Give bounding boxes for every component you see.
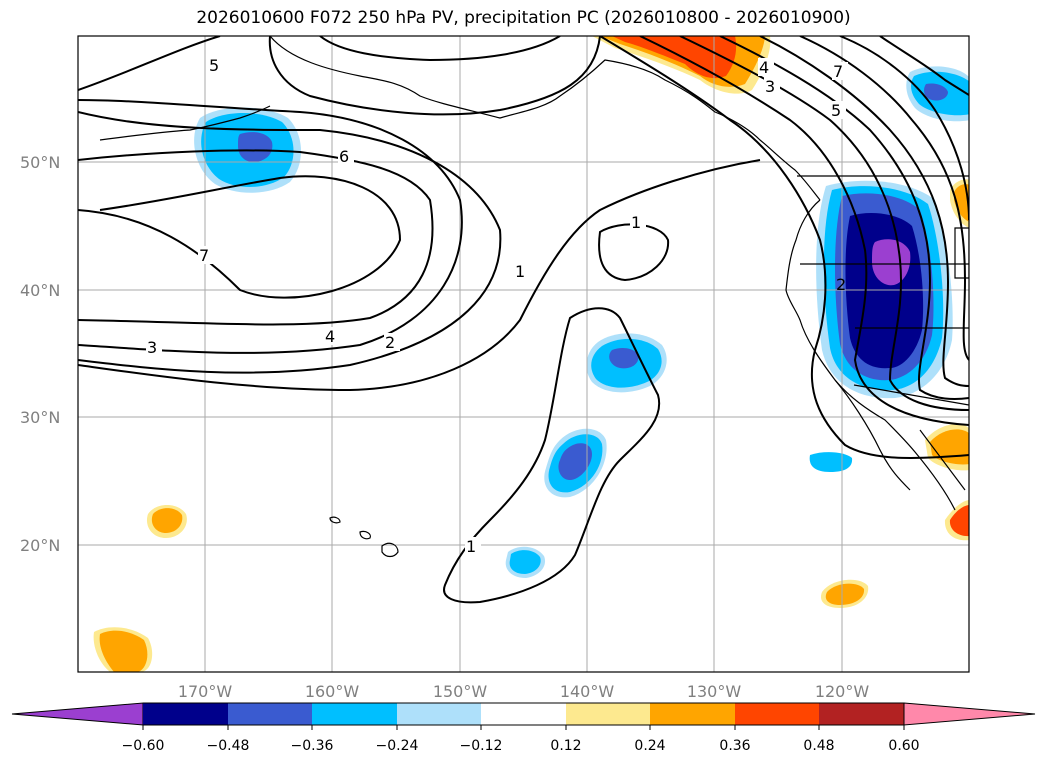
lon-label-140w: 140°W (560, 682, 615, 701)
contour-label-1-mid: 1 (515, 262, 525, 281)
colorbar-bin-4 (397, 703, 481, 725)
lon-label-120w: 120°W (815, 682, 870, 701)
contour-4 (78, 111, 502, 374)
colorbar-tick-label-3: −0.24 (376, 738, 419, 754)
precip-mid1-blue (609, 348, 639, 369)
contour-label-6: 6 (339, 147, 349, 166)
contour-2-west-coast (639, 36, 969, 426)
contour-label-2: 2 (385, 333, 395, 352)
contour-label-2-wc: 2 (836, 275, 846, 294)
coast-mexico (919, 429, 966, 491)
coastlines (99, 36, 969, 558)
colorbar-tick-label-1: −0.48 (207, 738, 250, 754)
precip-north-blue (238, 132, 273, 163)
contour-1-long (443, 307, 661, 604)
contour-label-4-ne: 4 (759, 58, 769, 77)
colorbar-tick-label-6: 0.24 (634, 738, 665, 754)
contour-label-5: 5 (209, 56, 219, 75)
colorbar-tick-label-4: −0.12 (460, 738, 503, 754)
hawaii-island (381, 542, 399, 558)
precip-far-ne-blue (924, 83, 948, 101)
contour-4-west-coast (719, 36, 969, 400)
colorbar-bin-1 (143, 703, 228, 725)
colorbar-tick-label-5: 0.12 (550, 738, 581, 754)
coast-us-west (785, 199, 956, 511)
border-state-3 (954, 227, 969, 279)
hawaii-oahu (329, 516, 341, 524)
graticule (78, 36, 969, 672)
precip-mexico-south-orange (949, 505, 969, 537)
colorbar: −0.60 −0.48 −0.36 −0.24 −0.12 0.12 0.24 … (11, 702, 1036, 754)
precip-baja-orange (825, 583, 865, 605)
contour-upper-north (268, 36, 601, 116)
contour-label-3-ne: 3 (765, 77, 775, 96)
colorbar-tick-label-8: 0.48 (803, 738, 834, 754)
colorbar-tick-label-9: 0.60 (888, 738, 919, 754)
contour-6-west-coast (799, 36, 969, 361)
contour-label-1-loop: 1 (631, 213, 641, 232)
colorbar-bin-9 (819, 703, 904, 725)
contour-5-north (78, 36, 221, 91)
latitude-labels: 50°N 40°N 30°N 20°N (20, 153, 60, 555)
contour-label-5-ne: 5 (831, 101, 841, 120)
colorbar-bin-6 (566, 703, 650, 725)
colorbar-bin-3 (312, 703, 397, 725)
colorbar-bin-7 (650, 703, 735, 725)
colorbar-extend-low (11, 702, 144, 726)
longitude-labels: 170°W 160°W 150°W 140°W 130°W 120°W (178, 682, 870, 701)
coast-aleutians (99, 105, 271, 141)
precip-mexico-cyan (809, 452, 853, 472)
colorbar-tick-label-7: 0.36 (719, 738, 750, 754)
colorbar-bin-5 (481, 703, 566, 725)
contour-1-west-coast (599, 36, 969, 459)
contour-5-west-coast (759, 36, 969, 387)
lat-label-40n: 40°N (20, 281, 60, 300)
contour-label-3: 3 (147, 338, 157, 357)
contour-label-7-ne: 7 (833, 62, 843, 81)
map-title: 2026010600 F072 250 hPa PV, precipitatio… (196, 8, 851, 28)
lat-label-50n: 50°N (20, 153, 60, 172)
contour-upper-north-2 (319, 36, 561, 62)
hawaii-maui (359, 530, 371, 540)
precip-alaska-red (612, 36, 737, 79)
lat-label-20n: 20°N (20, 536, 60, 555)
precip-mid3-cyan (509, 550, 541, 574)
contour-8-ne (879, 36, 969, 96)
contour-label-1-south: 1 (466, 537, 476, 556)
lon-label-170w: 170°W (178, 682, 233, 701)
colorbar-tick-label-0: −0.60 (122, 738, 165, 754)
colorbar-extend-high (903, 702, 1036, 726)
coast-baja (834, 379, 911, 491)
contour-label-4: 4 (325, 327, 335, 346)
colorbar-ticks (142, 725, 905, 730)
contour-label-7: 7 (199, 246, 209, 265)
plot-frame (77, 35, 970, 673)
contour-6 (78, 149, 434, 326)
contour-5-loop (78, 99, 463, 354)
coast-alaska (269, 36, 821, 201)
precip-hawaii-west-orange (151, 508, 183, 533)
contour-7-west-coast (839, 36, 969, 221)
lon-label-160w: 160°W (305, 682, 360, 701)
lat-label-30n: 30°N (20, 408, 60, 427)
border-us-mexico (853, 384, 969, 406)
precip-sw-orange (99, 630, 148, 672)
colorbar-bin-8 (735, 703, 819, 725)
colorbar-bin-2 (228, 703, 312, 725)
colorbar-tick-label-2: −0.36 (291, 738, 334, 754)
lon-label-150w: 150°W (433, 682, 488, 701)
precip-mid2-blue (558, 443, 592, 480)
lon-label-130w: 130°W (687, 682, 742, 701)
precip-canada-east-orange (954, 184, 969, 222)
contour-3 (78, 159, 761, 392)
contour-labels: 5 6 7 3 4 2 1 1 1 7 5 4 3 2 (146, 56, 848, 556)
